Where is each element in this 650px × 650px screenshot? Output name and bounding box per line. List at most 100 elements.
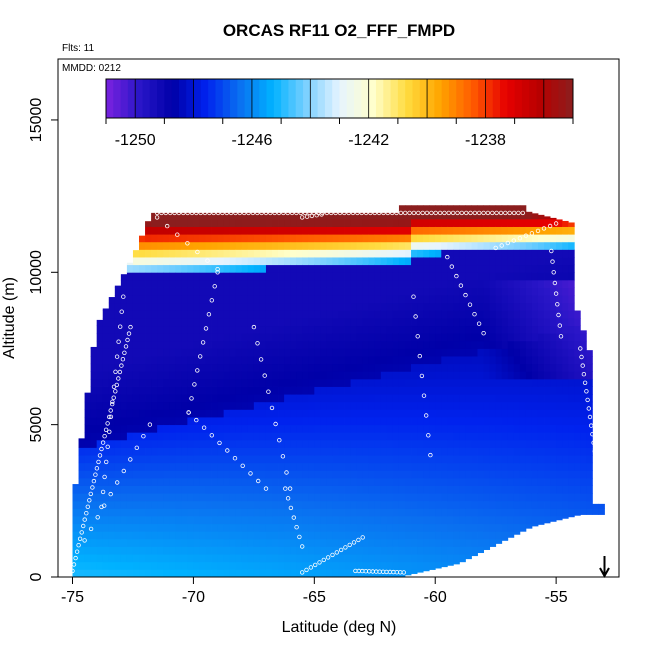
track-point	[90, 485, 95, 490]
heatmap-cell	[459, 205, 466, 212]
heatmap-cell	[120, 455, 128, 464]
colorbar-tick-label: -1250	[115, 132, 156, 149]
heatmap-cell	[574, 378, 581, 387]
heatmap-cell	[90, 348, 98, 357]
heatmap-cell	[181, 546, 188, 555]
heatmap-cell	[241, 424, 249, 433]
heatmap-cell	[556, 325, 563, 334]
heatmap-cell	[380, 295, 388, 304]
heatmap-cell	[477, 432, 484, 441]
heatmap-cell	[350, 226, 358, 235]
heatmap-cell	[411, 401, 418, 410]
heatmap-cell	[471, 356, 478, 365]
heatmap-cell	[356, 287, 364, 296]
heatmap-cell	[580, 477, 587, 486]
heatmap-cell	[562, 302, 569, 311]
heatmap-cell	[362, 287, 370, 296]
heatmap-cell	[344, 287, 351, 296]
heatmap-cell	[175, 340, 182, 349]
heatmap-cell	[211, 218, 218, 227]
heatmap-cell	[284, 409, 291, 418]
heatmap-cell	[550, 455, 557, 464]
heatmap-cell	[368, 295, 376, 304]
heatmap-cell	[465, 455, 472, 464]
heatmap-cell	[126, 340, 134, 349]
heatmap-cell	[223, 348, 231, 357]
heatmap-cell	[405, 417, 412, 426]
heatmap-cell	[447, 279, 454, 288]
colorbar-segment	[244, 79, 253, 118]
heatmap-cell	[72, 508, 79, 517]
heatmap-cell	[405, 409, 412, 418]
heatmap-cell	[453, 500, 460, 509]
heatmap-cell	[398, 554, 406, 563]
heatmap-cell	[562, 272, 569, 281]
heatmap-cell	[544, 371, 551, 380]
track-point	[426, 433, 431, 438]
heatmap-cell	[302, 257, 309, 266]
x-axis: -75 -70 -65 -60 -55	[61, 577, 568, 606]
heatmap-cell	[471, 386, 478, 395]
heatmap-cell	[495, 234, 503, 243]
heatmap-cell	[471, 371, 478, 380]
heatmap-cell	[229, 531, 237, 540]
colorbar-segment	[222, 79, 231, 118]
heatmap-cell	[441, 516, 448, 525]
heatmap-cell	[471, 302, 478, 311]
heatmap-cell	[114, 318, 122, 327]
heatmap-cell	[495, 279, 503, 288]
heatmap-cell	[574, 455, 581, 464]
heatmap-cell	[344, 348, 351, 357]
heatmap-cell	[441, 493, 448, 502]
heatmap-cell	[338, 569, 345, 578]
heatmap-cell	[102, 531, 110, 540]
track-point	[73, 555, 78, 561]
heatmap-cell	[193, 212, 200, 220]
heatmap-cell	[302, 249, 309, 258]
heatmap-cell	[544, 272, 551, 281]
heatmap-cell	[537, 279, 545, 288]
heatmap-cell	[308, 432, 315, 441]
heatmap-cell	[163, 340, 170, 349]
heatmap-cell	[525, 409, 533, 418]
heatmap-cell	[326, 546, 333, 555]
heatmap-cell	[380, 493, 388, 502]
heatmap-cell	[332, 516, 339, 525]
heatmap-cell	[362, 401, 370, 410]
heatmap-cell	[586, 447, 593, 456]
heatmap-cell	[145, 485, 152, 494]
heatmap-cell	[344, 439, 351, 448]
heatmap-cell	[175, 218, 182, 227]
heatmap-cell	[181, 508, 188, 517]
heatmap-cell	[284, 538, 291, 547]
heatmap-cell	[423, 477, 430, 486]
heatmap-cell	[513, 401, 521, 410]
heatmap-cell	[163, 234, 170, 243]
heatmap-cell	[253, 249, 261, 258]
heatmap-cell	[338, 538, 345, 547]
heatmap-cell	[453, 241, 460, 250]
colorbar-segment	[273, 79, 282, 118]
heatmap-cell	[411, 241, 418, 250]
heatmap-cell	[374, 348, 382, 357]
heatmap-cell	[320, 516, 327, 525]
heatmap-cell	[447, 401, 454, 410]
heatmap-cell	[326, 470, 333, 479]
heatmap-cell	[114, 508, 122, 517]
heatmap-cell	[386, 554, 394, 563]
heatmap-cell	[405, 363, 412, 372]
heatmap-cell	[151, 212, 158, 220]
heatmap-cell	[314, 333, 321, 342]
heatmap-cell	[398, 432, 406, 441]
y-axis-label: Altitude (m)	[1, 277, 18, 359]
heatmap-cell	[459, 333, 466, 342]
heatmap-cell	[120, 554, 128, 563]
heatmap-cell	[241, 234, 249, 243]
heatmap-cell	[229, 554, 237, 563]
heatmap-cell	[356, 401, 364, 410]
heatmap-cell	[84, 401, 92, 410]
heatmap-cell	[157, 325, 164, 334]
heatmap-cell	[175, 546, 182, 555]
heatmap-cell	[501, 333, 509, 342]
heatmap-cell	[181, 516, 188, 525]
